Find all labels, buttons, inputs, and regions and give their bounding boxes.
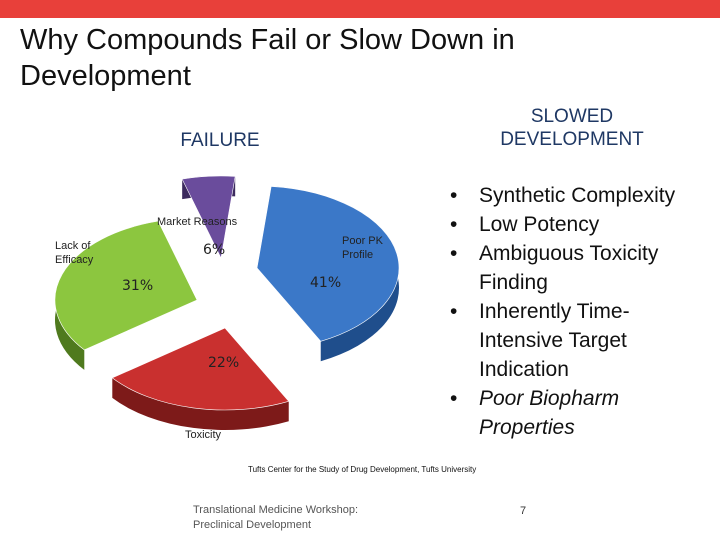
failure-heading: FAILURE: [180, 130, 260, 151]
bullet-dot-icon: •: [450, 184, 458, 207]
pie-slice: [54, 220, 198, 351]
pie-category-label-line: Market Reasons: [157, 216, 238, 228]
pie-value-labels: 41% 22% 31% 6%: [122, 242, 341, 371]
bullet-item: • Ambiguous Toxicity Finding: [450, 239, 712, 297]
pie-category-label: Market Reasons: [157, 216, 238, 228]
bullet-dot-icon: •: [450, 242, 458, 265]
pie-slices: [54, 175, 400, 411]
pie-category-label: Toxicity: [185, 429, 222, 441]
pie-category-label-line: Toxicity: [185, 429, 222, 441]
pie-slice: [181, 175, 236, 259]
bullet-text: Ambiguous Toxicity Finding: [479, 242, 659, 294]
pie-value-label: 22%: [208, 355, 239, 371]
bullet-text: Low Potency: [479, 213, 600, 236]
pie-category-label-line: Poor PK: [342, 235, 384, 247]
pie-value-label: 6%: [203, 242, 225, 258]
pie-category-label-line: Efficacy: [55, 254, 94, 266]
pie-slice-side: [112, 377, 289, 430]
bullet-text: Poor Biopharm Properties: [479, 387, 620, 439]
pie-slice: [111, 327, 290, 411]
footer-line-2: Preclinical Development: [193, 519, 311, 531]
bullet-text: Synthetic Complexity: [479, 184, 676, 207]
pie-category-label-line: Lack of: [55, 240, 91, 252]
bullet-item: • Inherently Time-Intensive Target Indica…: [450, 297, 712, 384]
top-accent-bar: [0, 0, 720, 18]
footer-line-1: Translational Medicine Workshop:: [193, 504, 359, 516]
pie-value-label: 41%: [310, 275, 341, 291]
bullet-item: • Synthetic Complexity: [450, 181, 712, 210]
bullet-item: • Poor Biopharm Properties: [450, 384, 712, 442]
bullet-item: • Low Potency: [450, 210, 712, 239]
source-citation: Tufts Center for the Study of Drug Devel…: [248, 465, 477, 474]
pie-category-label: Poor PK Profile: [342, 235, 384, 261]
bullet-dot-icon: •: [450, 300, 458, 323]
bullet-text: Inherently Time-Intensive Target Indicat…: [479, 300, 630, 381]
pie-category-labels: Poor PK Profile Toxicity Lack of Efficacy Mar…: [55, 216, 384, 441]
pie-value-label: 31%: [122, 278, 153, 294]
footer-workshop-title: Translational Medicine Workshop: Preclin…: [193, 503, 393, 533]
bullet-dot-icon: •: [450, 213, 458, 236]
pie-category-label: Lack of Efficacy: [55, 240, 94, 266]
pie-slice: [256, 186, 400, 342]
page-number: 7: [520, 505, 527, 517]
bullet-dot-icon: •: [450, 387, 458, 410]
slide-title: Why Compounds Fail or Slow Down in Devel…: [20, 24, 515, 92]
pie-category-label-line: Profile: [342, 249, 373, 261]
slowed-development-list: • Synthetic Complexity • Low Potency • Ambigu…: [450, 181, 712, 442]
slowed-development-heading: SLOWED DEVELOPMENT: [500, 106, 644, 150]
